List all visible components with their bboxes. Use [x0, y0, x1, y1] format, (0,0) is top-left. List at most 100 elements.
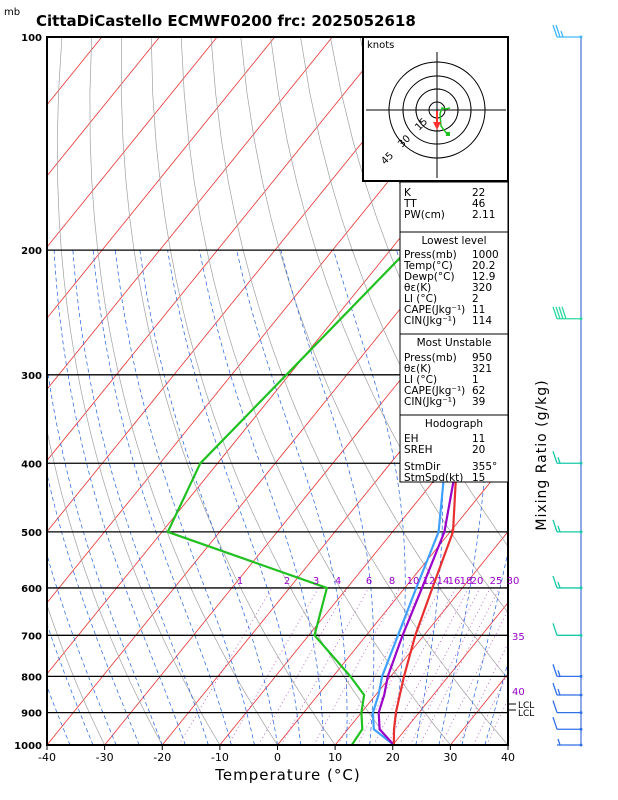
index-value: 11 — [472, 304, 485, 316]
x-tick-label: 40 — [501, 751, 515, 764]
index-value: 46 — [472, 198, 486, 210]
y-tick-label: 200 — [21, 246, 42, 257]
isotherm-line — [47, 37, 333, 390]
mixing-ratio-line — [386, 587, 470, 745]
wind-barb — [552, 700, 583, 715]
wind-barb — [552, 623, 583, 637]
index-value: 22 — [472, 187, 485, 199]
barb-dot — [579, 586, 583, 590]
index-value: 11 — [472, 433, 485, 445]
barb-dot — [579, 711, 583, 715]
wind-barb — [552, 717, 583, 731]
barb-dot — [579, 633, 583, 637]
barb-flag — [555, 306, 561, 319]
isotherm-line — [104, 246, 508, 745]
wind-barb — [552, 451, 583, 465]
index-value: 2 — [472, 293, 479, 305]
barb-flag — [552, 519, 558, 533]
isotherm-line — [47, 37, 276, 319]
storm-motion-arrow — [433, 122, 441, 130]
index-label: StmDir — [404, 461, 441, 473]
mixing-ratio-line — [280, 587, 369, 745]
dry-adiabat-line — [180, 37, 451, 745]
dry-adiabat-line — [150, 37, 394, 745]
section-title: Most Unstable — [417, 337, 492, 349]
moist-adiabat-line — [47, 685, 71, 745]
lcl-marker: LCL LCL — [508, 701, 534, 719]
barb-dot — [579, 743, 583, 747]
isotherm-line — [392, 602, 508, 745]
barb-flag — [552, 623, 558, 636]
index-label: CIN(Jkg⁻¹) — [404, 396, 456, 408]
mixing-ratio-label: 10 — [407, 576, 420, 587]
index-label: StmSpd(kt) — [404, 472, 463, 484]
dry-adiabat-line — [56, 37, 221, 745]
barb-half-flag — [557, 738, 561, 746]
index-label: CAPE(Jkg⁻¹) — [404, 304, 465, 316]
index-value: 12.9 — [472, 271, 495, 283]
mixing-ratio-label: 12 — [423, 576, 436, 587]
y-tick-label: 800 — [21, 672, 42, 683]
y-tick-label: 400 — [21, 459, 42, 470]
wind-barb — [557, 738, 583, 747]
index-label: CIN(Jkg⁻¹) — [404, 315, 456, 327]
barb-dot — [579, 727, 583, 731]
hodograph-trace — [439, 107, 451, 135]
wind-barb — [552, 519, 583, 534]
mixing-ratio-line — [458, 642, 508, 745]
barb-flag — [552, 451, 558, 464]
mixing-ratio-label: 1 — [237, 576, 243, 587]
x-tick-label: 20 — [386, 751, 400, 764]
mixing-ratio-label: 4 — [335, 576, 341, 587]
moist-adiabat-line — [438, 250, 488, 745]
barb-flag — [558, 306, 564, 319]
y-tick-label: 1000 — [14, 741, 42, 752]
mixing-ratio-label: 20 — [471, 576, 484, 587]
index-value: 950 — [472, 352, 492, 364]
barb-half-flag — [557, 457, 561, 464]
y-tick-label: 300 — [21, 371, 42, 382]
index-label: PW(cm) — [404, 209, 445, 221]
wind-barb — [552, 682, 583, 697]
index-value: 114 — [472, 315, 492, 327]
index-label: SREH — [404, 444, 433, 456]
dry-adiabat-line — [599, 37, 618, 745]
pressure-unit-label: mb — [4, 7, 20, 18]
x-tick-label: -10 — [211, 751, 229, 764]
wind-barb — [552, 306, 583, 321]
indices-table: K 22 TT 46 PW(cm) 2.11 Lowest level Press(mb) 10… — [399, 181, 509, 484]
mixing-ratio-line — [409, 587, 491, 745]
isotherm-line — [47, 37, 160, 177]
dry-adiabat-line — [539, 37, 618, 745]
mixing-ratio-line — [313, 587, 401, 745]
mixing-ratio-line — [178, 587, 273, 745]
x-tick-label: 30 — [443, 751, 457, 764]
index-label: θε(K) — [404, 363, 431, 375]
index-label: Press(mb) — [404, 249, 457, 261]
dry-adiabat-line — [89, 37, 278, 745]
index-label: Dewp(°C) — [404, 271, 455, 283]
index-label: Press(mb) — [404, 352, 457, 364]
dry-adiabat-line — [569, 37, 618, 745]
isotherm-line — [277, 459, 508, 745]
index-value: 2.11 — [472, 209, 495, 221]
barb-flag — [552, 700, 558, 713]
y-tick-label: 700 — [21, 631, 42, 642]
index-value: 15 — [472, 472, 485, 484]
index-value: 39 — [472, 396, 485, 408]
moist-adiabat-line — [53, 250, 186, 745]
barb-half-flag — [557, 670, 561, 677]
index-label: TT — [403, 198, 417, 210]
mixing-ratio-line — [473, 671, 508, 745]
x-axis-label: Temperature (°C) — [214, 766, 360, 784]
wind-barb — [552, 575, 583, 590]
isotherm-line — [47, 175, 508, 745]
index-label: CAPE(Jkg⁻¹) — [404, 385, 465, 397]
isotherm-line — [47, 37, 448, 533]
mixing-ratio-line — [398, 587, 481, 745]
x-tick-label: 10 — [328, 751, 342, 764]
moist-adiabat-line — [92, 250, 232, 745]
barb-half-flag — [557, 581, 561, 589]
